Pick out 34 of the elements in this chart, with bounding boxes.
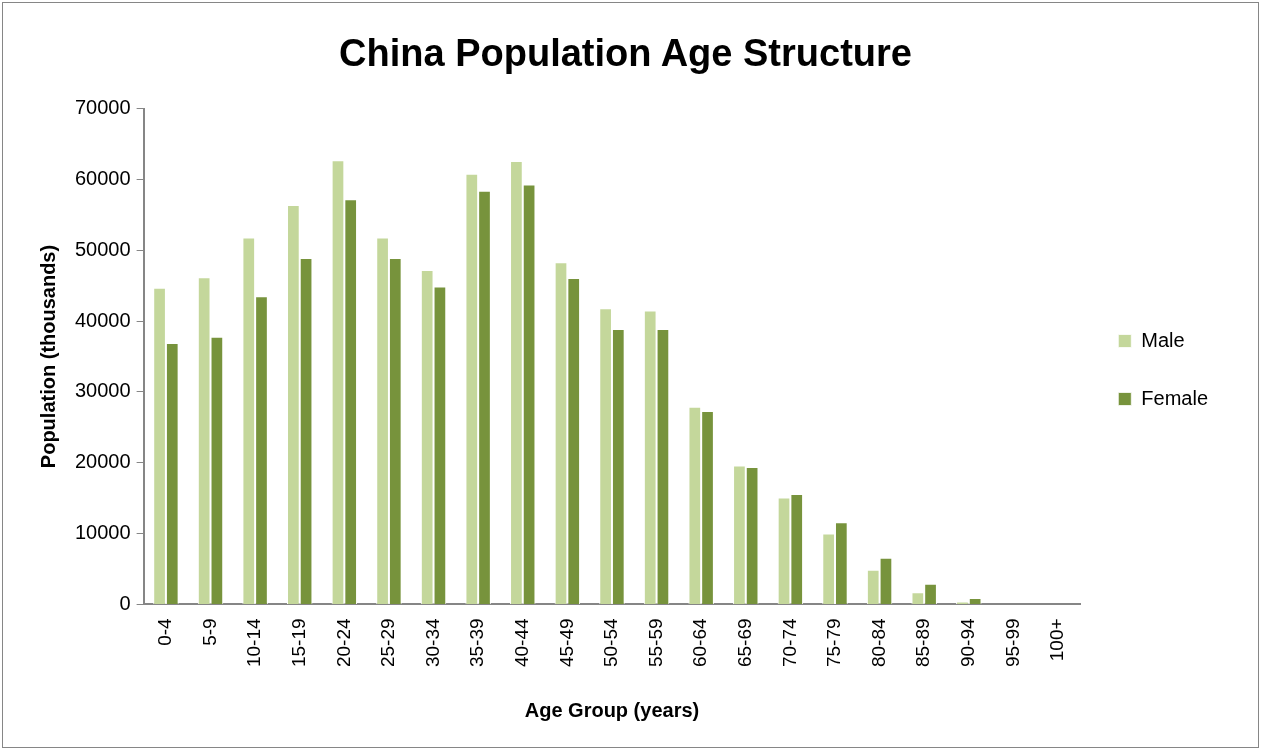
x-tick-label: 40-44 — [510, 617, 532, 668]
x-tick-label: 25-29 — [377, 618, 399, 668]
x-tick-label: 35-39 — [466, 618, 488, 668]
y-tick-label: 10000 — [74, 521, 131, 544]
x-axis-title: Age Group (years) — [524, 698, 700, 721]
legend-label: Female — [1141, 386, 1209, 409]
x-tick-label: 55-59 — [644, 618, 666, 668]
y-tick-label: 70000 — [74, 96, 131, 119]
x-tick-label: 10-14 — [243, 617, 265, 668]
y-tick-label: 60000 — [74, 166, 131, 189]
chart-title: China Population Age Structure — [339, 32, 912, 75]
y-tick-label: 20000 — [74, 450, 131, 473]
x-tick-label: 15-19 — [287, 618, 309, 668]
x-tick-label: 0-4 — [154, 617, 176, 646]
y-tick-label: 0 — [119, 591, 131, 614]
x-tick-label: 30-34 — [421, 617, 443, 668]
x-tick-label: 5-9 — [198, 618, 220, 646]
x-tick-label: 60-64 — [689, 617, 711, 668]
x-tick-label: 80-84 — [867, 617, 889, 668]
x-tick-label: 95-99 — [1001, 618, 1023, 668]
x-tick-label: 20-24 — [332, 617, 354, 668]
x-tick-label: 100+ — [1046, 618, 1068, 662]
y-tick-label: 30000 — [74, 379, 131, 402]
x-tick-label: 50-54 — [600, 617, 622, 668]
y-tick-label: 40000 — [74, 308, 131, 331]
x-tick-label: 75-79 — [823, 618, 845, 668]
x-tick-label: 85-89 — [912, 618, 934, 668]
legend-label: Male — [1141, 328, 1185, 351]
x-tick-label: 45-49 — [555, 618, 577, 668]
y-tick-label: 50000 — [74, 237, 131, 260]
x-tick-label: 65-69 — [734, 618, 756, 668]
x-tick-label: 90-94 — [957, 617, 979, 668]
x-tick-label: 70-74 — [778, 617, 800, 668]
y-axis-title: Population (thousands) — [36, 244, 59, 469]
